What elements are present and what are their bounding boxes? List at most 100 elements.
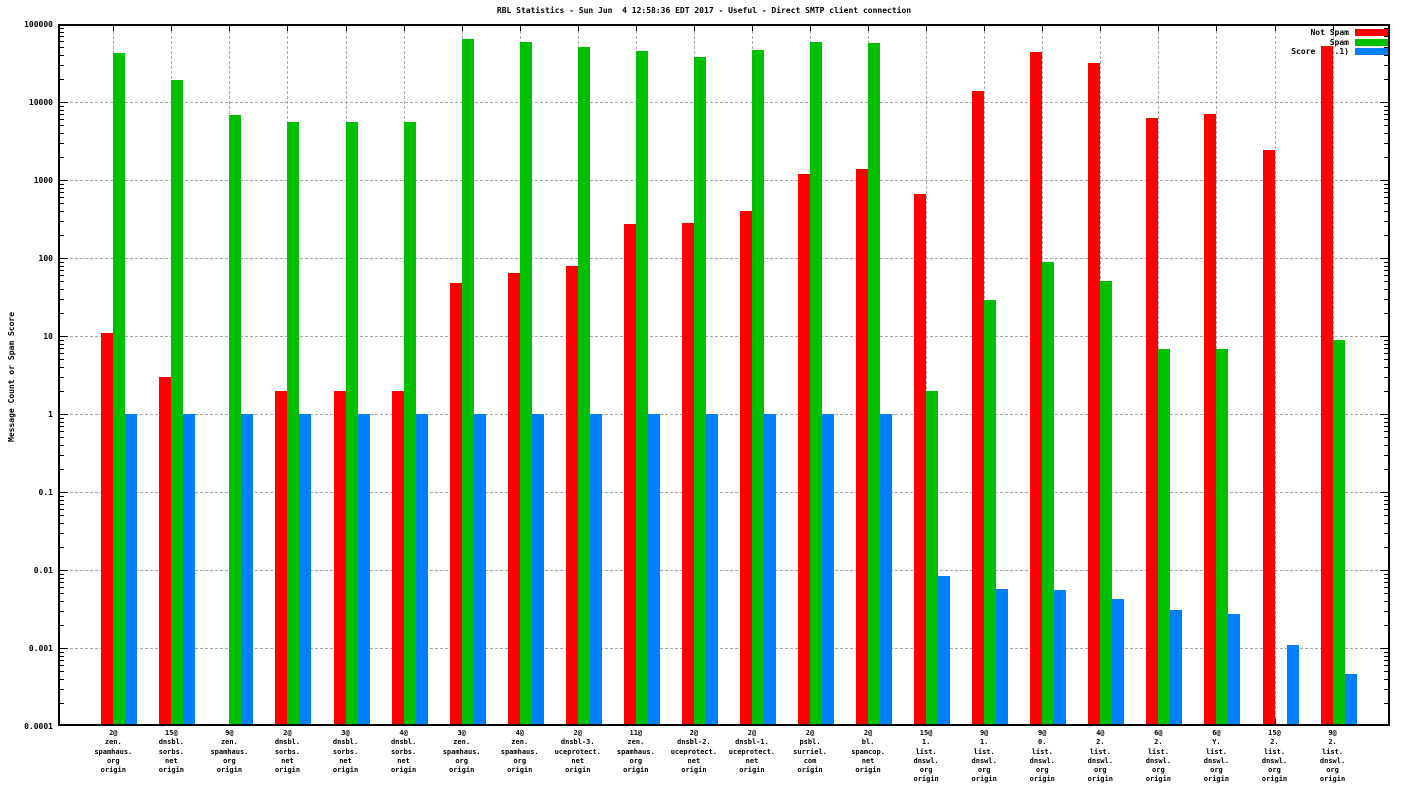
y-minor-tick (60, 509, 64, 510)
x-category-label: 15@ dnsbl. sorbs. net origin (159, 729, 184, 775)
y-tick-label: 0.0001 (24, 722, 53, 731)
y-minor-tick (1384, 299, 1388, 300)
y-minor-tick (1384, 192, 1388, 193)
x-category-label-line: org (977, 766, 991, 775)
y-minor-tick (60, 47, 64, 48)
y-minor-tick (60, 578, 64, 579)
y-minor-tick (60, 679, 64, 680)
bar-score (357, 414, 370, 724)
y-minor-tick (60, 469, 64, 470)
x-category-label-line: 2@ (109, 729, 118, 737)
x-category-label: 15@ 1. list. dnswl. org origin (913, 729, 938, 785)
x-category-label: 4@ zen. spamhaus. org origin (501, 729, 539, 775)
x-category-label-line: origin (913, 775, 939, 784)
bar-spam (1158, 349, 1171, 724)
bar-spam (1042, 262, 1055, 724)
x-category-label: 15@ 2. list. dnswl. org origin (1262, 729, 1287, 785)
x-category-label-line: 2. (1154, 738, 1163, 747)
y-minor-tick (60, 367, 64, 368)
x-category-label-line: origin (739, 766, 765, 775)
y-minor-tick (1384, 689, 1388, 690)
x-category-label-line: 4@ (399, 729, 408, 737)
x-category-label-line: net (745, 756, 759, 765)
x-category-label-line: org (1326, 766, 1339, 775)
y-minor-tick (60, 157, 64, 158)
x-tick (287, 26, 288, 31)
x-category-label-line: list. (915, 747, 937, 756)
y-minor-tick (60, 65, 64, 66)
y-minor-tick (1384, 47, 1388, 48)
y-minor-tick (1384, 509, 1388, 510)
bar-not-spam (1262, 150, 1275, 724)
x-tick (752, 26, 753, 31)
bar-spam (113, 53, 126, 724)
x-category-label: 4@ 2. list. dnswl. org origin (1088, 729, 1113, 785)
x-category-label-line: origin (449, 766, 475, 775)
bar-spam (1332, 339, 1345, 724)
bar-not-spam (856, 168, 869, 724)
bar-not-spam (1030, 51, 1043, 724)
x-category-label-line: dnsbl. (158, 738, 185, 747)
y-minor-tick (60, 455, 64, 456)
legend-label-not-spam: Not Spam (1310, 28, 1349, 38)
x-category-label-line: Y. (1212, 738, 1221, 747)
y-minor-tick (1384, 188, 1388, 189)
bar-score (1344, 674, 1357, 724)
bar-not-spam (565, 265, 578, 724)
x-category-label-line: list. (1205, 747, 1227, 756)
y-tick (60, 414, 68, 415)
x-category-label-line: net (281, 756, 294, 765)
bar-not-spam (798, 173, 811, 724)
y-minor-tick (60, 32, 64, 33)
y-minor-tick (1384, 367, 1388, 368)
x-tick (810, 26, 811, 31)
x-category-label-line: origin (623, 766, 649, 775)
bar-not-spam (159, 376, 172, 724)
y-tick (60, 648, 68, 649)
y-minor-tick (60, 437, 64, 438)
x-category-label-line: org (1093, 766, 1107, 775)
x-category-label-line: origin (797, 766, 823, 775)
bar-spam (287, 122, 300, 724)
legend-swatch-not-spam (1355, 29, 1388, 37)
x-category-label-line: spamhaus. (442, 747, 481, 756)
x-category-label-line: origin (274, 766, 301, 775)
y-minor-tick (60, 41, 64, 42)
y-minor-tick (1384, 281, 1388, 282)
y-minor-tick (60, 36, 64, 37)
y-minor-tick (60, 656, 64, 657)
bar-score (1286, 644, 1299, 724)
x-category-label-line: org (1268, 766, 1281, 775)
y-tick (60, 180, 68, 181)
x-category-label-line: dnswl. (913, 756, 939, 765)
y-minor-tick (1384, 391, 1388, 392)
x-tick (694, 26, 695, 31)
x-tick (1275, 26, 1276, 31)
x-category-label-line: dnsbl. (332, 738, 359, 747)
y-minor-tick (1384, 445, 1388, 446)
bar-not-spam (101, 332, 114, 724)
y-minor-tick (1384, 671, 1388, 672)
x-category-label-line: dnswl. (1261, 756, 1288, 765)
bar-score (415, 414, 428, 724)
y-minor-tick (1384, 348, 1388, 349)
grid-line-horizontal (60, 414, 1388, 415)
y-minor-tick (60, 125, 64, 126)
y-minor-tick (1384, 611, 1388, 612)
x-category-label-line: zen. (627, 738, 645, 747)
x-category-label-line: 3@ (341, 729, 350, 737)
y-minor-tick (60, 340, 64, 341)
x-tick (578, 26, 579, 31)
y-minor-tick (60, 110, 64, 111)
y-minor-tick (60, 574, 64, 575)
bar-score (1112, 599, 1125, 724)
bar-not-spam (275, 390, 288, 724)
x-category-label-line: zen. (453, 738, 471, 747)
y-minor-tick (1384, 211, 1388, 212)
x-category-label-line: 15@ (919, 729, 933, 737)
y-tick (60, 102, 68, 103)
grid-line-vertical (926, 26, 928, 724)
y-minor-tick (60, 348, 64, 349)
bar-not-spam (623, 224, 636, 724)
